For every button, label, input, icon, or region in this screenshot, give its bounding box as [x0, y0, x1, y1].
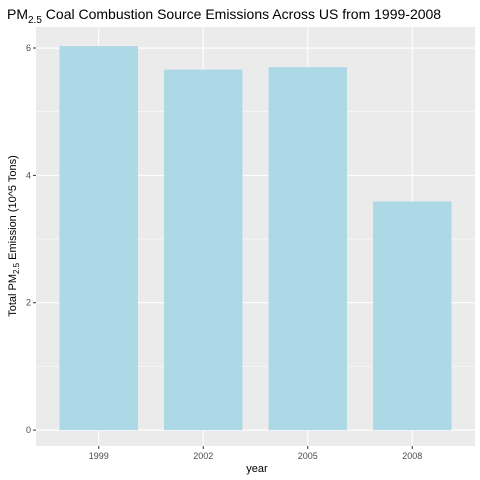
y-axis-title: Total PM2.5 Emission (10^5 Tons) — [7, 155, 21, 317]
x-tick-label: 2008 — [402, 451, 422, 461]
y-axis: 0 2 4 6 — [26, 43, 36, 435]
chart-title-prefix: PM — [7, 6, 28, 22]
y-axis-title-suffix: Emission (10^5 Tons) — [7, 155, 19, 263]
chart-title-suffix: Coal Combustion Source Emissions Across … — [42, 6, 441, 22]
y-tick-label: 4 — [26, 170, 31, 180]
y-axis-title-subscript: 2.5 — [12, 262, 21, 274]
y-axis-title-prefix: Total PM — [7, 274, 19, 317]
bar-2005 — [269, 67, 347, 430]
bar-2008 — [373, 201, 451, 430]
y-tick-label: 6 — [26, 43, 31, 53]
chart-title: PM2.5 Coal Combustion Source Emissions A… — [7, 6, 441, 26]
y-tick-label: 0 — [26, 425, 31, 435]
bar-2002 — [164, 70, 242, 430]
x-tick-label: 2005 — [298, 451, 318, 461]
y-tick-label: 2 — [26, 298, 31, 308]
x-tick-label: 2002 — [193, 451, 213, 461]
x-axis-title: year — [246, 463, 268, 475]
bar-1999 — [60, 46, 138, 430]
x-tick-label: 1999 — [89, 451, 109, 461]
chart-title-subscript: 2.5 — [28, 15, 42, 26]
x-axis: 1999 2002 2005 2008 — [89, 446, 423, 461]
